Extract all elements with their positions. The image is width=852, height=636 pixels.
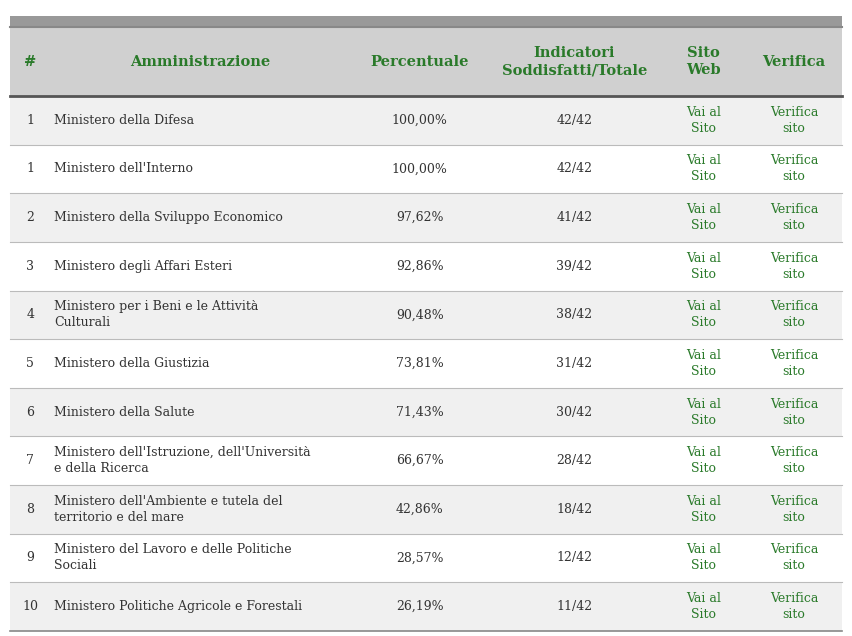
Text: 41/42: 41/42 (556, 211, 592, 224)
Bar (10, 388, 842, 436)
Text: Verifica
sito: Verifica sito (769, 495, 818, 524)
Text: Vai al
Sito: Vai al Sito (686, 446, 721, 475)
Text: 31/42: 31/42 (556, 357, 592, 370)
Text: Verifica
sito: Verifica sito (769, 398, 818, 427)
Text: Vai al
Sito: Vai al Sito (686, 106, 721, 135)
Text: Verifica: Verifica (763, 55, 826, 69)
Text: 42/42: 42/42 (556, 162, 592, 176)
Text: Ministero degli Affari Esteri: Ministero degli Affari Esteri (55, 259, 233, 273)
Text: Ministero dell'Ambiente e tutela del
territorio e del mare: Ministero dell'Ambiente e tutela del ter… (55, 495, 283, 524)
Text: 8: 8 (26, 503, 34, 516)
Text: 3: 3 (26, 259, 34, 273)
Text: 7: 7 (26, 454, 34, 467)
Text: Vai al
Sito: Vai al Sito (686, 398, 721, 427)
Text: 28,57%: 28,57% (396, 551, 444, 565)
Bar (10, 339, 842, 388)
Text: 2: 2 (26, 211, 34, 224)
Text: 28/42: 28/42 (556, 454, 592, 467)
Text: Verifica
sito: Verifica sito (769, 106, 818, 135)
Text: 4: 4 (26, 308, 34, 321)
Bar (10, 96, 842, 144)
Text: Verifica
sito: Verifica sito (769, 446, 818, 475)
Text: Sito
Web: Sito Web (686, 46, 721, 78)
Text: 100,00%: 100,00% (392, 162, 447, 176)
Text: 18/42: 18/42 (556, 503, 592, 516)
Text: Vai al
Sito: Vai al Sito (686, 300, 721, 329)
Text: 73,81%: 73,81% (396, 357, 444, 370)
Text: 5: 5 (26, 357, 34, 370)
Text: Vai al
Sito: Vai al Sito (686, 349, 721, 378)
Text: 92,86%: 92,86% (396, 259, 444, 273)
Text: 30/42: 30/42 (556, 406, 592, 418)
Text: 38/42: 38/42 (556, 308, 592, 321)
Text: 39/42: 39/42 (556, 259, 592, 273)
Bar (10, 144, 842, 193)
Text: 71,43%: 71,43% (396, 406, 444, 418)
Text: Vai al
Sito: Vai al Sito (686, 155, 721, 183)
Text: 26,19%: 26,19% (396, 600, 444, 613)
Text: Verifica
sito: Verifica sito (769, 544, 818, 572)
Text: 90,48%: 90,48% (396, 308, 444, 321)
Bar (10, 583, 842, 631)
Text: Vai al
Sito: Vai al Sito (686, 592, 721, 621)
Text: Verifica
sito: Verifica sito (769, 155, 818, 183)
Bar (10, 534, 842, 583)
Text: 100,00%: 100,00% (392, 114, 447, 127)
Text: Vai al
Sito: Vai al Sito (686, 495, 721, 524)
Bar (10, 193, 842, 242)
Text: Ministero della Sviluppo Economico: Ministero della Sviluppo Economico (55, 211, 283, 224)
Text: Ministero dell'Interno: Ministero dell'Interno (55, 162, 193, 176)
Bar (10, 16, 842, 27)
Text: Ministero per i Beni e le Attività
Culturali: Ministero per i Beni e le Attività Cultu… (55, 300, 259, 329)
Text: 97,62%: 97,62% (396, 211, 444, 224)
Text: Vai al
Sito: Vai al Sito (686, 252, 721, 280)
Text: 42/42: 42/42 (556, 114, 592, 127)
Text: Vai al
Sito: Vai al Sito (686, 203, 721, 232)
Text: 1: 1 (26, 162, 34, 176)
Text: Verifica
sito: Verifica sito (769, 300, 818, 329)
Text: Verifica
sito: Verifica sito (769, 349, 818, 378)
Text: Vai al
Sito: Vai al Sito (686, 544, 721, 572)
Bar (10, 436, 842, 485)
Text: Ministero della Difesa: Ministero della Difesa (55, 114, 194, 127)
Text: 9: 9 (26, 551, 34, 565)
Text: #: # (24, 55, 37, 69)
Text: Ministero dell'Istruzione, dell'Università
e della Ricerca: Ministero dell'Istruzione, dell'Universi… (55, 446, 311, 475)
Text: Ministero del Lavoro e delle Politiche
Sociali: Ministero del Lavoro e delle Politiche S… (55, 544, 292, 572)
Text: 6: 6 (26, 406, 34, 418)
Text: Ministero della Salute: Ministero della Salute (55, 406, 195, 418)
Bar (10, 27, 842, 96)
Bar (10, 242, 842, 291)
Text: 10: 10 (22, 600, 38, 613)
Text: Ministero della Giustizia: Ministero della Giustizia (55, 357, 210, 370)
Text: Indicatori
Soddisfatti/Totale: Indicatori Soddisfatti/Totale (502, 46, 648, 78)
Text: Percentuale: Percentuale (371, 55, 469, 69)
Text: Verifica
sito: Verifica sito (769, 203, 818, 232)
Text: Verifica
sito: Verifica sito (769, 592, 818, 621)
Text: Verifica
sito: Verifica sito (769, 252, 818, 280)
Bar (10, 485, 842, 534)
Text: 11/42: 11/42 (556, 600, 592, 613)
Bar (10, 291, 842, 339)
Text: 12/42: 12/42 (556, 551, 592, 565)
Text: Amministrazione: Amministrazione (130, 55, 271, 69)
Text: 1: 1 (26, 114, 34, 127)
Text: 66,67%: 66,67% (396, 454, 444, 467)
Text: Ministero Politiche Agricole e Forestali: Ministero Politiche Agricole e Forestali (55, 600, 302, 613)
Text: 42,86%: 42,86% (396, 503, 444, 516)
